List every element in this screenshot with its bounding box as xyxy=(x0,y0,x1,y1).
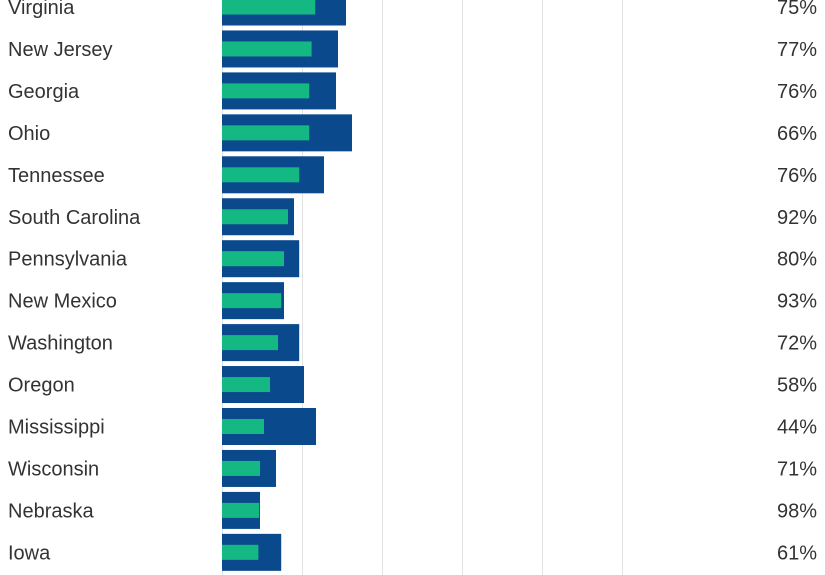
category-label-2: Georgia xyxy=(8,81,80,103)
category-label-11: Wisconsin xyxy=(8,458,99,480)
bar-inner-1 xyxy=(222,41,312,57)
percent-label-10: 44% xyxy=(777,417,817,439)
category-label-8: Washington xyxy=(8,333,113,355)
percent-label-2: 76% xyxy=(777,81,817,103)
category-label-9: Oregon xyxy=(8,375,75,397)
percent-label-0: 75% xyxy=(777,0,817,19)
bar-inner-7 xyxy=(222,293,282,309)
category-label-5: South Carolina xyxy=(8,207,141,229)
category-label-10: Mississippi xyxy=(8,417,105,439)
percent-label-9: 58% xyxy=(777,375,817,397)
bar-inner-0 xyxy=(222,0,316,15)
bar-inner-4 xyxy=(222,167,300,183)
bar-inner-11 xyxy=(222,460,260,476)
bar-inner-10 xyxy=(222,419,264,434)
bar-inner-5 xyxy=(222,209,288,225)
bar-inner-9 xyxy=(222,377,270,393)
percent-label-8: 72% xyxy=(777,333,817,355)
percent-label-11: 71% xyxy=(777,458,817,480)
bar-inner-12 xyxy=(222,502,260,518)
category-label-1: New Jersey xyxy=(8,39,112,61)
category-label-0: Virginia xyxy=(8,0,75,19)
percent-label-5: 92% xyxy=(777,207,817,229)
category-label-12: Nebraska xyxy=(8,500,94,522)
bar-inner-13 xyxy=(222,544,259,560)
bar-inner-6 xyxy=(222,251,284,267)
percent-label-12: 98% xyxy=(777,500,817,522)
category-label-7: New Mexico xyxy=(8,291,117,313)
percent-label-6: 80% xyxy=(777,249,817,271)
category-label-3: Ohio xyxy=(8,123,50,145)
bar-inner-8 xyxy=(222,335,278,351)
percent-label-4: 76% xyxy=(777,165,817,187)
percent-label-3: 66% xyxy=(777,123,817,145)
percent-label-7: 93% xyxy=(777,291,817,313)
percent-labels: 75% 77% 76% 66% 76% 92% 80% 93% 72% 58% 44% 71% 98% 6… xyxy=(777,0,817,564)
category-label-4: Tennessee xyxy=(8,165,105,187)
bar-inner-2 xyxy=(222,83,310,99)
category-labels: Virginia New Jersey Georgia Ohio Tennessee So… xyxy=(8,0,141,564)
bar-inner-3 xyxy=(222,125,310,141)
percent-label-13: 61% xyxy=(777,542,817,564)
bars xyxy=(222,0,352,571)
percent-label-1: 77% xyxy=(777,39,817,61)
category-label-6: Pennsylvania xyxy=(8,249,128,271)
category-label-13: Iowa xyxy=(8,542,51,564)
